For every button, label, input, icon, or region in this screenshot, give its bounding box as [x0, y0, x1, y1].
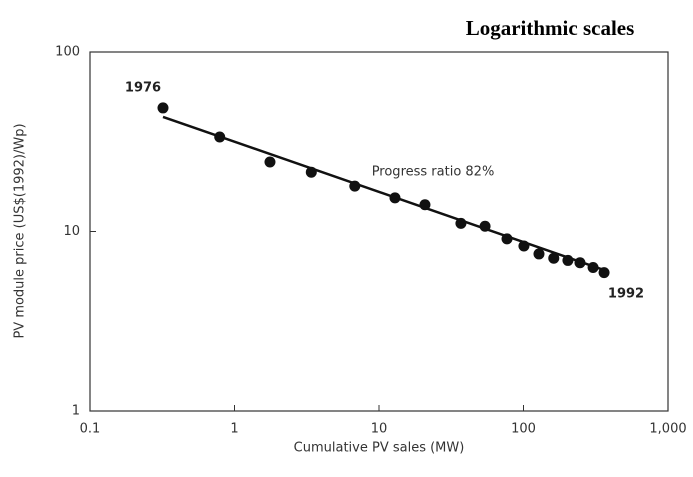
x-tick-label: 1 [230, 422, 238, 437]
data-point [157, 102, 169, 114]
data-point [533, 248, 545, 260]
x-tick-label: 10 [371, 422, 388, 437]
data-point [264, 156, 276, 168]
fit-line [162, 115, 605, 272]
y-tick-label: 100 [55, 45, 80, 60]
plot-frame [89, 51, 669, 412]
annotation: 1976 [125, 81, 161, 96]
chart-title: Logarithmic scales [466, 16, 635, 40]
x-tick-label: 0.1 [80, 422, 101, 437]
x-tick-label: 100 [511, 422, 536, 437]
x-axis-label: Cumulative PV sales (MW) [294, 441, 465, 456]
annotation: 1992 [608, 287, 644, 302]
annotation: Progress ratio 82% [372, 165, 495, 180]
y-axis-label: PV module price (US$(1992)/Wp) [13, 123, 28, 338]
data-point [548, 252, 560, 264]
y-tick-label: 1 [72, 404, 80, 419]
y-tick-label: 10 [63, 224, 80, 239]
x-tick-label: 1,000 [649, 422, 686, 437]
